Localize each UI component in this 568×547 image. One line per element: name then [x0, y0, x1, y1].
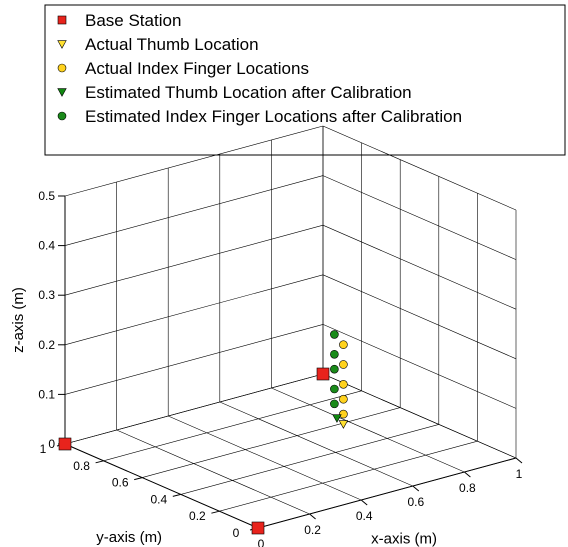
- grid-backwall-z-2: [64, 274, 324, 346]
- grid-floor-x-3: [219, 401, 413, 487]
- legend-marker-4: [57, 88, 67, 97]
- grid-floor-y-1: [219, 440, 478, 512]
- z-tick-label-0: 0: [48, 437, 55, 451]
- point-series1-1: [58, 437, 72, 451]
- y-axis-label: y-axis (m): [96, 529, 162, 546]
- grid-sidewall-z-3: [322, 224, 517, 310]
- grid-sidewall-z-1: [322, 324, 517, 409]
- x-tick-3: [412, 485, 420, 492]
- grid-floor-y-4: [103, 390, 362, 462]
- point-series2-1: [338, 420, 349, 429]
- plot-markers: [58, 330, 349, 535]
- grid-floor-y-3: [142, 407, 401, 478]
- grid-sidewall-z-2: [322, 274, 517, 360]
- point-series5-4: [330, 349, 339, 359]
- x-tick-label-0: 0: [258, 537, 265, 547]
- y-axis-line: [64, 443, 259, 529]
- x-tick-label-4: 0.8: [459, 481, 476, 495]
- point-series3-1: [339, 409, 348, 419]
- x-tick-label-1: 0.2: [304, 523, 321, 537]
- grid-floor-x-1: [116, 429, 310, 515]
- grid-sidewall-z-4: [322, 175, 517, 260]
- z-tick-label-1: 0.1: [38, 387, 55, 401]
- z-tick-label-4: 0.4: [38, 239, 55, 253]
- z-tick-label-2: 0.2: [38, 338, 55, 352]
- x-tick-label-3: 0.6: [407, 495, 424, 509]
- x-axis-label: x-axis (m): [371, 531, 437, 547]
- grid-backwall-z-5: [64, 125, 324, 197]
- grid-backwall-z-4: [64, 175, 324, 246]
- point-series4-1: [332, 414, 342, 423]
- grid-floor-y-2: [180, 424, 439, 495]
- point-series5-3: [330, 364, 339, 374]
- y-tick-label-4: 0.8: [73, 459, 90, 473]
- legend-marker-3: [57, 63, 67, 73]
- x-tick-label-2: 0.4: [356, 509, 373, 523]
- point-series1-2: [251, 521, 265, 535]
- x-tick-1: [309, 513, 316, 520]
- y-tick-1: [211, 510, 220, 514]
- grid-floor-y-5: [64, 373, 324, 445]
- grid-backwall-z-1: [64, 324, 324, 395]
- x-tick-2: [360, 499, 368, 506]
- x-tick-label-5: 1: [516, 467, 523, 481]
- x-tick-5: [515, 457, 523, 464]
- point-series5-5: [330, 330, 339, 339]
- grid-sidewall-z-5: [322, 125, 517, 211]
- y-tick-label-0: 0: [233, 526, 240, 540]
- z-axis-label: z-axis (m): [10, 287, 27, 353]
- point-series3-3: [339, 380, 348, 389]
- point-series5-2: [330, 384, 339, 394]
- y-tick-2: [172, 493, 181, 497]
- point-series3-2: [339, 394, 348, 404]
- grid-floor-x-5: [322, 373, 517, 459]
- grid-floor-x-2: [168, 415, 362, 501]
- point-series1-3: [316, 367, 330, 381]
- y-tick-4: [95, 460, 104, 464]
- legend-label-2: Actual Thumb Location: [85, 35, 259, 54]
- x-tick-4: [464, 471, 471, 478]
- point-series3-4: [339, 360, 348, 369]
- z-tick-label-3: 0.3: [38, 288, 55, 302]
- y-tick-label-1: 0.2: [189, 509, 206, 523]
- legend-label-1: Base Station: [85, 11, 181, 30]
- x-axis-line: [257, 457, 517, 529]
- legend-label-4: Estimated Thumb Location after Calibrati…: [85, 83, 412, 102]
- y-tick-label-2: 0.4: [150, 492, 167, 506]
- legend-label-5: Estimated Index Finger Locations after C…: [85, 107, 462, 126]
- point-series5-1: [330, 399, 339, 409]
- y-tick-label-3: 0.6: [112, 476, 129, 490]
- point-series3-5: [339, 340, 348, 349]
- grid-backwall-z-3: [64, 224, 324, 296]
- legend-label-3: Actual Index Finger Locations: [85, 59, 309, 78]
- legend: Base Station Actual Thumb Location Actual …: [44, 4, 566, 156]
- legend-marker-5: [57, 111, 67, 121]
- z-tick-label-5: 0.5: [38, 189, 55, 203]
- y-tick-label-5: 1: [40, 442, 47, 456]
- y-tick-3: [134, 477, 143, 481]
- grid-floor-x-4: [271, 387, 465, 473]
- legend-marker-2: [57, 40, 67, 49]
- legend-box: [44, 4, 566, 156]
- legend-marker-1: [57, 15, 67, 25]
